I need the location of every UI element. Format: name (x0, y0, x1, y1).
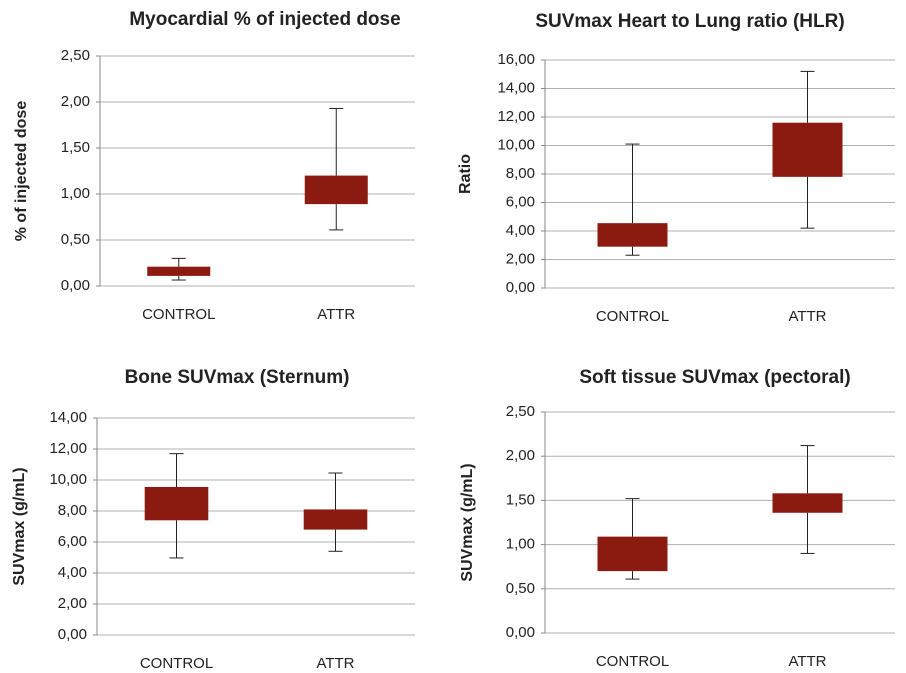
y-tick-label: 14,00 (49, 409, 87, 426)
y-tick-label: 8,00 (506, 165, 535, 182)
chart-title: Bone SUVmax (Sternum) (125, 367, 350, 388)
x-tick-label: ATTR (788, 308, 826, 325)
y-tick-label: 1,50 (61, 139, 90, 156)
y-tick-label: 12,00 (497, 108, 535, 125)
x-tick-label: CONTROL (140, 655, 213, 672)
x-tick-label: CONTROL (142, 306, 215, 323)
y-tick-label: 0,00 (61, 277, 90, 294)
y-tick-label: 2,00 (58, 595, 87, 612)
chart-title: Soft tissue SUVmax (pectoral) (579, 367, 850, 388)
y-tick-label: 2,50 (506, 403, 535, 420)
y-tick-label: 10,00 (49, 471, 87, 488)
box (772, 122, 843, 177)
box (144, 486, 209, 521)
y-axis-label: SUVmax (g/mL) (459, 463, 476, 581)
y-tick-label: 2,50 (61, 47, 90, 64)
box (772, 493, 843, 513)
y-tick-label: 1,00 (61, 185, 90, 202)
y-tick-label: 14,00 (497, 79, 535, 96)
y-tick-label: 2,00 (61, 93, 90, 110)
y-tick-label: 6,00 (506, 193, 535, 210)
y-tick-label: 1,50 (506, 491, 535, 508)
chart-title: Myocardial % of injected dose (129, 9, 400, 30)
x-tick-label: CONTROL (596, 653, 669, 670)
box (597, 536, 668, 572)
y-tick-label: 0,00 (506, 279, 535, 296)
box (597, 223, 668, 247)
y-tick-label: 0,00 (506, 624, 535, 641)
box (147, 266, 211, 276)
y-axis-label: % of injected dose (13, 101, 30, 242)
y-tick-label: 2,00 (506, 447, 535, 464)
x-tick-label: ATTR (317, 306, 355, 323)
y-tick-label: 1,00 (506, 536, 535, 553)
y-tick-label: 8,00 (58, 502, 87, 519)
chart-title: SUVmax Heart to Lung ratio (HLR) (535, 11, 844, 32)
y-tick-label: 16,00 (497, 51, 535, 68)
y-tick-label: 2,00 (506, 250, 535, 267)
y-tick-label: 4,00 (506, 222, 535, 239)
y-tick-label: 6,00 (58, 533, 87, 550)
y-axis-label: SUVmax (g/mL) (11, 467, 28, 585)
x-tick-label: CONTROL (596, 308, 669, 325)
y-tick-label: 10,00 (497, 136, 535, 153)
y-tick-label: 0,50 (506, 580, 535, 597)
box (304, 175, 368, 205)
y-tick-label: 0,00 (58, 626, 87, 643)
x-tick-label: ATTR (788, 653, 826, 670)
y-tick-label: 12,00 (49, 440, 87, 457)
y-tick-label: 0,50 (61, 231, 90, 248)
y-axis-label: Ratio (457, 154, 474, 194)
box (303, 509, 368, 530)
y-tick-label: 4,00 (58, 564, 87, 581)
x-tick-label: ATTR (316, 655, 354, 672)
